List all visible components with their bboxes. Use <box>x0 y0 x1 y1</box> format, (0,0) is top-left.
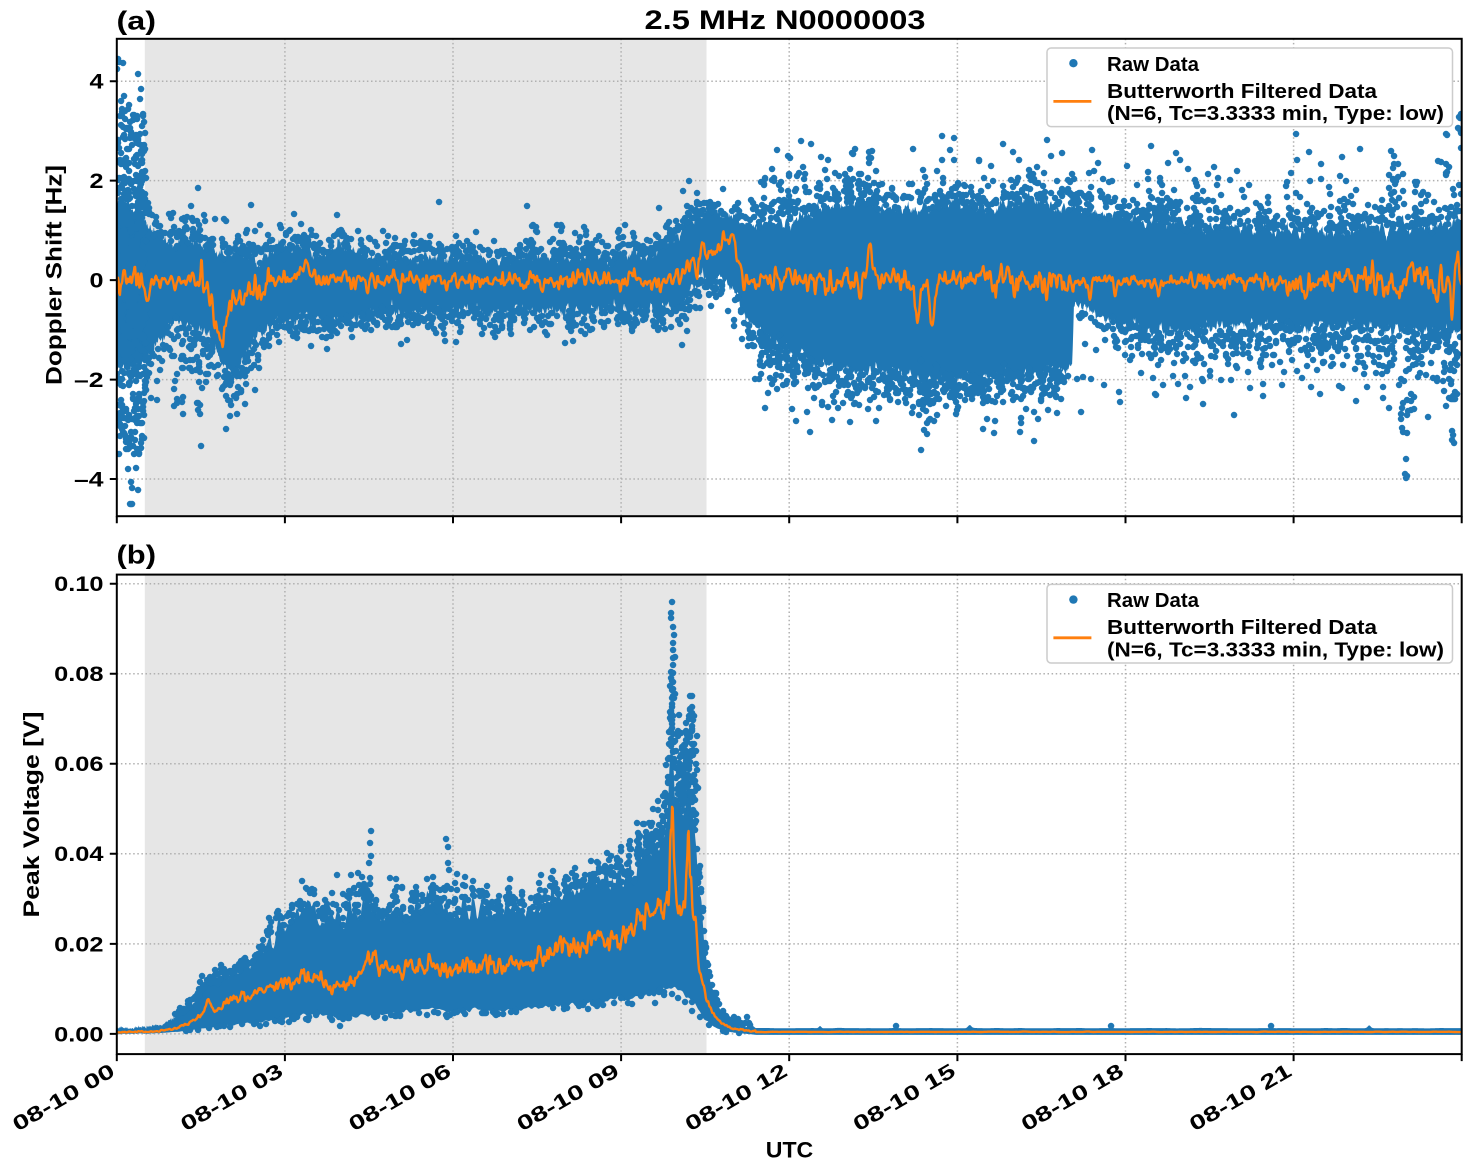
svg-text:UTC: UTC <box>766 1138 814 1163</box>
svg-text:(a): (a) <box>117 5 157 35</box>
svg-text:4: 4 <box>90 71 104 94</box>
svg-text:–2: –2 <box>74 369 104 392</box>
svg-text:Peak Voltage [V]: Peak Voltage [V] <box>19 712 44 918</box>
svg-text:(b): (b) <box>117 540 157 570</box>
svg-text:0.00: 0.00 <box>54 1023 103 1046</box>
svg-text:Doppler Shift [Hz]: Doppler Shift [Hz] <box>42 165 67 385</box>
svg-text:(N=6, Tc=3.3333 min, Type: low: (N=6, Tc=3.3333 min, Type: low) <box>1107 103 1444 125</box>
svg-text:Butterworth Filtered Data: Butterworth Filtered Data <box>1107 617 1378 639</box>
svg-text:Raw Data: Raw Data <box>1107 590 1200 612</box>
svg-text:Butterworth Filtered Data: Butterworth Filtered Data <box>1107 81 1378 103</box>
svg-text:–4: –4 <box>74 468 104 491</box>
svg-text:2: 2 <box>90 170 104 193</box>
svg-text:Raw Data: Raw Data <box>1107 54 1200 76</box>
svg-text:0.08: 0.08 <box>54 663 104 686</box>
svg-text:0: 0 <box>90 270 104 293</box>
svg-text:0.06: 0.06 <box>54 753 103 776</box>
svg-text:(N=6, Tc=3.3333 min, Type: low: (N=6, Tc=3.3333 min, Type: low) <box>1107 640 1444 662</box>
svg-text:0.04: 0.04 <box>54 843 104 866</box>
svg-text:2.5 MHz N0000003: 2.5 MHz N0000003 <box>645 5 926 35</box>
svg-text:0.10: 0.10 <box>54 573 103 596</box>
svg-text:0.02: 0.02 <box>54 933 103 956</box>
